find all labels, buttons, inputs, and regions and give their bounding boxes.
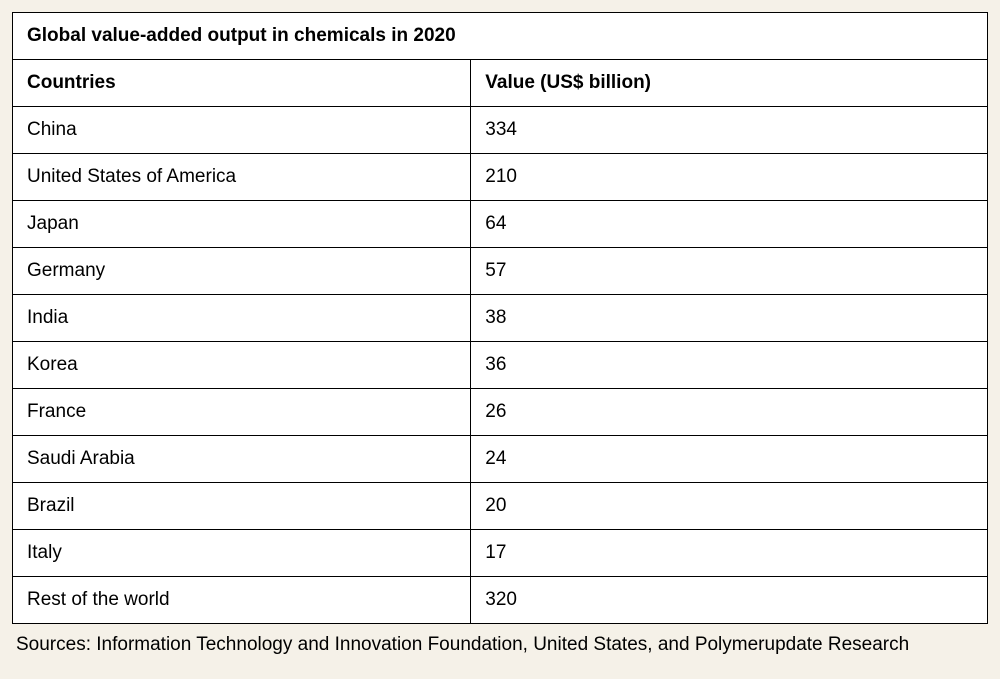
data-table: Global value-added output in chemicals i… — [12, 12, 988, 624]
cell-value: 26 — [471, 389, 988, 436]
cell-value: 24 — [471, 436, 988, 483]
table-row: Japan 64 — [13, 201, 988, 248]
cell-country: Brazil — [13, 483, 471, 530]
cell-country: France — [13, 389, 471, 436]
cell-value: 64 — [471, 201, 988, 248]
cell-country: Japan — [13, 201, 471, 248]
cell-value: 334 — [471, 107, 988, 154]
table-title-row: Global value-added output in chemicals i… — [13, 13, 988, 60]
cell-country: Germany — [13, 248, 471, 295]
table-row: Rest of the world 320 — [13, 577, 988, 624]
cell-country: Saudi Arabia — [13, 436, 471, 483]
table-row: Brazil 20 — [13, 483, 988, 530]
cell-value: 320 — [471, 577, 988, 624]
table-row: United States of America 210 — [13, 154, 988, 201]
table-row: Korea 36 — [13, 342, 988, 389]
table-row: Germany 57 — [13, 248, 988, 295]
cell-value: 17 — [471, 530, 988, 577]
column-header-countries: Countries — [13, 60, 471, 107]
cell-country: Italy — [13, 530, 471, 577]
cell-value: 20 — [471, 483, 988, 530]
table-header-row: Countries Value (US$ billion) — [13, 60, 988, 107]
table-body: Global value-added output in chemicals i… — [13, 13, 988, 624]
cell-country: Rest of the world — [13, 577, 471, 624]
cell-value: 36 — [471, 342, 988, 389]
source-note: Sources: Information Technology and Inno… — [12, 624, 988, 656]
cell-value: 57 — [471, 248, 988, 295]
table-row: India 38 — [13, 295, 988, 342]
table-row: China 334 — [13, 107, 988, 154]
cell-country: United States of America — [13, 154, 471, 201]
table-row: Italy 17 — [13, 530, 988, 577]
table-title: Global value-added output in chemicals i… — [13, 13, 988, 60]
column-header-value: Value (US$ billion) — [471, 60, 988, 107]
table-row: Saudi Arabia 24 — [13, 436, 988, 483]
table-row: France 26 — [13, 389, 988, 436]
cell-country: China — [13, 107, 471, 154]
cell-country: India — [13, 295, 471, 342]
table-container: Global value-added output in chemicals i… — [12, 12, 988, 656]
cell-country: Korea — [13, 342, 471, 389]
cell-value: 210 — [471, 154, 988, 201]
cell-value: 38 — [471, 295, 988, 342]
